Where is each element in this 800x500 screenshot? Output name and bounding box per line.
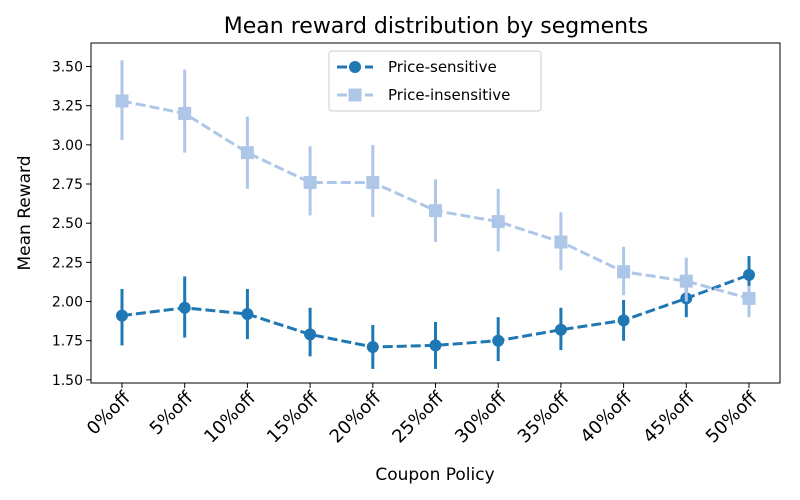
x-tick-label: 10%off: [200, 387, 260, 447]
x-tick-label: 45%off: [639, 387, 699, 447]
data-point: [554, 235, 568, 249]
legend-frame: [328, 50, 542, 112]
y-tick-label: 2.75: [52, 177, 83, 193]
x-tick-label: 40%off: [576, 387, 636, 447]
data-point: [366, 340, 379, 353]
legend-marker: [348, 88, 362, 102]
y-axis-title: Mean Reward: [15, 155, 35, 270]
data-point: [115, 94, 129, 108]
x-tick-label: 20%off: [326, 387, 386, 447]
data-point: [116, 309, 128, 322]
x-tick-label: 35%off: [514, 387, 574, 447]
data-point: [429, 339, 442, 352]
series-price-sensitive: [116, 256, 755, 369]
data-point: [554, 323, 567, 336]
plot-series: [115, 60, 756, 369]
series-line: [121, 273, 750, 349]
data-point: [491, 215, 505, 229]
data-point: [743, 268, 755, 281]
y-tick-label: 2.25: [52, 255, 83, 271]
x-axis: 0%off 5%off 10%off 15%off 20%off 25%off 30%off…: [83, 383, 762, 447]
x-tick-label: 25%off: [388, 387, 448, 447]
legend-item: Price-insensitive: [337, 86, 510, 104]
data-point: [492, 334, 505, 347]
y-tick-label: 3.25: [52, 99, 83, 115]
data-point: [617, 314, 630, 327]
x-tick-label: 15%off: [263, 387, 323, 447]
x-axis-title: Coupon Policy: [375, 465, 494, 485]
legend-marker: [349, 61, 361, 73]
data-point: [304, 328, 317, 341]
y-tick-label: 1.50: [52, 373, 83, 389]
y-tick-label: 2.50: [52, 216, 83, 232]
data-point: [366, 175, 380, 189]
x-tick-label: 30%off: [451, 387, 511, 447]
y-tick-label: 1.75: [52, 334, 83, 350]
legend-label: Price-sensitive: [388, 58, 497, 76]
y-tick-label: 3.00: [52, 138, 83, 154]
data-point: [617, 265, 631, 279]
y-tick-label: 3.50: [52, 60, 83, 76]
data-point: [303, 175, 317, 189]
x-tick-label: 0%off: [83, 387, 135, 439]
data-point: [679, 274, 693, 288]
data-point: [178, 301, 191, 314]
legend-label: Price-insensitive: [388, 86, 510, 104]
y-axis: 1.50 1.75 2.00 2.25 2.50 2.75 3.00 3.25 3.50: [52, 60, 91, 389]
data-point: [178, 107, 192, 121]
legend-item: Price-sensitive: [337, 58, 497, 76]
chart-title: Mean reward distribution by segments: [224, 14, 648, 39]
legend: Price-sensitive Price-insensitive: [328, 50, 542, 112]
x-tick-label: 5%off: [146, 387, 198, 439]
data-point: [240, 146, 254, 160]
data-point: [429, 204, 442, 218]
data-point: [742, 291, 756, 305]
series-price-insensitive: [115, 60, 756, 318]
y-tick-label: 2.00: [52, 295, 83, 311]
data-point: [241, 308, 254, 321]
x-tick-label: 50%off: [702, 387, 762, 447]
